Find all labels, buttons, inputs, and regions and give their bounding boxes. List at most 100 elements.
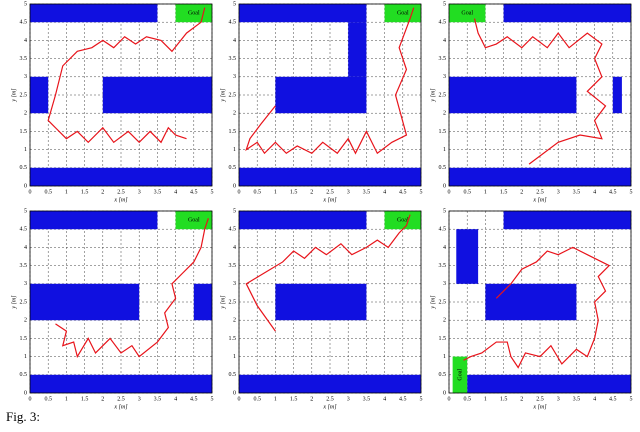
x-tick-label: 1.5 [500, 396, 508, 402]
x-tick-label: 0 [448, 396, 451, 402]
y-tick-label: 3.5 [439, 56, 447, 62]
trajectory [463, 246, 611, 369]
y-tick-label: 0.5 [229, 372, 237, 378]
x-tick-label: 3.5 [573, 189, 581, 195]
y-tick-label: 1.5 [20, 129, 28, 135]
x-tick-label: 5 [630, 189, 633, 195]
plot-frame [29, 3, 213, 187]
goal-label: Goal [457, 369, 463, 381]
x-tick-label: 2 [520, 396, 523, 402]
x-tick-label: 1 [274, 396, 277, 402]
x-tick-label: 2 [101, 189, 104, 195]
y-tick-label: 0 [233, 390, 236, 396]
y-tick-label: 3.5 [439, 263, 447, 269]
x-tick-label: 3 [138, 189, 141, 195]
y-tick-label: 1.5 [20, 336, 28, 342]
x-tick-label: 4.5 [609, 189, 617, 195]
x-tick-label: 4.5 [399, 396, 407, 402]
y-axis-label: y [m] [430, 295, 436, 310]
obstacle [30, 4, 158, 23]
y-axis-label: y [m] [11, 295, 17, 310]
y-axis-label: y [m] [220, 88, 226, 103]
x-tick-label: 4.5 [190, 396, 198, 402]
x-tick-label: 4 [174, 396, 177, 402]
x-tick-label: 0.5 [44, 189, 52, 195]
obstacle [30, 76, 49, 114]
y-tick-label: 2.5 [439, 92, 447, 98]
y-tick-label: 1 [233, 147, 236, 153]
x-tick-label: 1 [65, 189, 68, 195]
y-tick-label: 2 [233, 318, 236, 324]
goal-label: Goal [397, 10, 409, 16]
obstacle [348, 22, 367, 77]
y-tick-label: 4 [443, 38, 446, 44]
y-tick-label: 4.5 [229, 227, 237, 233]
y-tick-label: 5 [24, 208, 27, 214]
x-tick-label: 0 [29, 396, 32, 402]
obstacle [449, 167, 631, 186]
y-tick-label: 5 [24, 1, 27, 7]
x-tick-label: 0.5 [44, 396, 52, 402]
goal-label: Goal [397, 217, 409, 223]
y-tick-label: 2 [24, 111, 27, 117]
y-tick-label: 0 [233, 183, 236, 189]
x-tick-label: 2 [310, 189, 313, 195]
y-tick-label: 2 [24, 318, 27, 324]
y-tick-label: 2.5 [229, 299, 237, 305]
y-tick-label: 3 [24, 74, 27, 80]
obstacle [102, 76, 212, 114]
obstacle [503, 4, 631, 23]
obstacle [30, 211, 158, 230]
goal [384, 4, 421, 23]
x-axis-label: x [m] [532, 197, 547, 203]
y-tick-label: 0 [24, 183, 27, 189]
x-tick-label: 4.5 [190, 189, 198, 195]
x-tick-label: 1 [65, 396, 68, 402]
obstacle [485, 283, 577, 321]
x-tick-label: 3.5 [363, 396, 371, 402]
x-tick-label: 0 [238, 189, 241, 195]
y-tick-label: 5 [233, 1, 236, 7]
x-tick-label: 4 [593, 189, 596, 195]
x-tick-label: 4.5 [609, 396, 617, 402]
obstacle [30, 283, 140, 321]
y-tick-label: 1 [24, 354, 27, 360]
y-tick-label: 0.5 [439, 165, 447, 171]
y-tick-label: 1.5 [439, 129, 447, 135]
y-tick-label: 1 [443, 354, 446, 360]
x-tick-label: 3 [557, 189, 560, 195]
obstacle [612, 76, 622, 114]
x-tick-label: 2.5 [536, 189, 544, 195]
goal [452, 356, 468, 393]
y-tick-label: 1 [443, 147, 446, 153]
trajectory [245, 214, 411, 332]
y-tick-label: 4.5 [439, 227, 447, 233]
obstacle [275, 76, 367, 114]
obstacle [467, 374, 631, 393]
goal [175, 211, 212, 230]
y-axis-label: y [m] [430, 88, 436, 103]
x-tick-label: 2 [101, 396, 104, 402]
y-axis-label: y [m] [220, 295, 226, 310]
y-tick-label: 5 [233, 208, 236, 214]
y-tick-label: 3 [24, 281, 27, 287]
y-tick-label: 5 [443, 1, 446, 7]
x-tick-label: 3.5 [573, 396, 581, 402]
obstacle [239, 374, 421, 393]
x-axis-label: x [m] [113, 197, 128, 203]
goal [384, 211, 421, 230]
y-tick-label: 4 [24, 245, 27, 251]
obstacle [193, 283, 212, 321]
y-tick-label: 4.5 [20, 20, 28, 26]
x-tick-label: 2.5 [117, 396, 125, 402]
y-tick-label: 1.5 [229, 129, 237, 135]
x-tick-label: 1 [274, 189, 277, 195]
y-tick-label: 0.5 [439, 372, 447, 378]
obstacle [456, 229, 479, 284]
x-axis-label: x [m] [113, 404, 128, 410]
y-tick-label: 2.5 [229, 92, 237, 98]
y-tick-label: 3 [233, 281, 236, 287]
plot-frame [29, 210, 213, 394]
x-tick-label: 3 [557, 396, 560, 402]
